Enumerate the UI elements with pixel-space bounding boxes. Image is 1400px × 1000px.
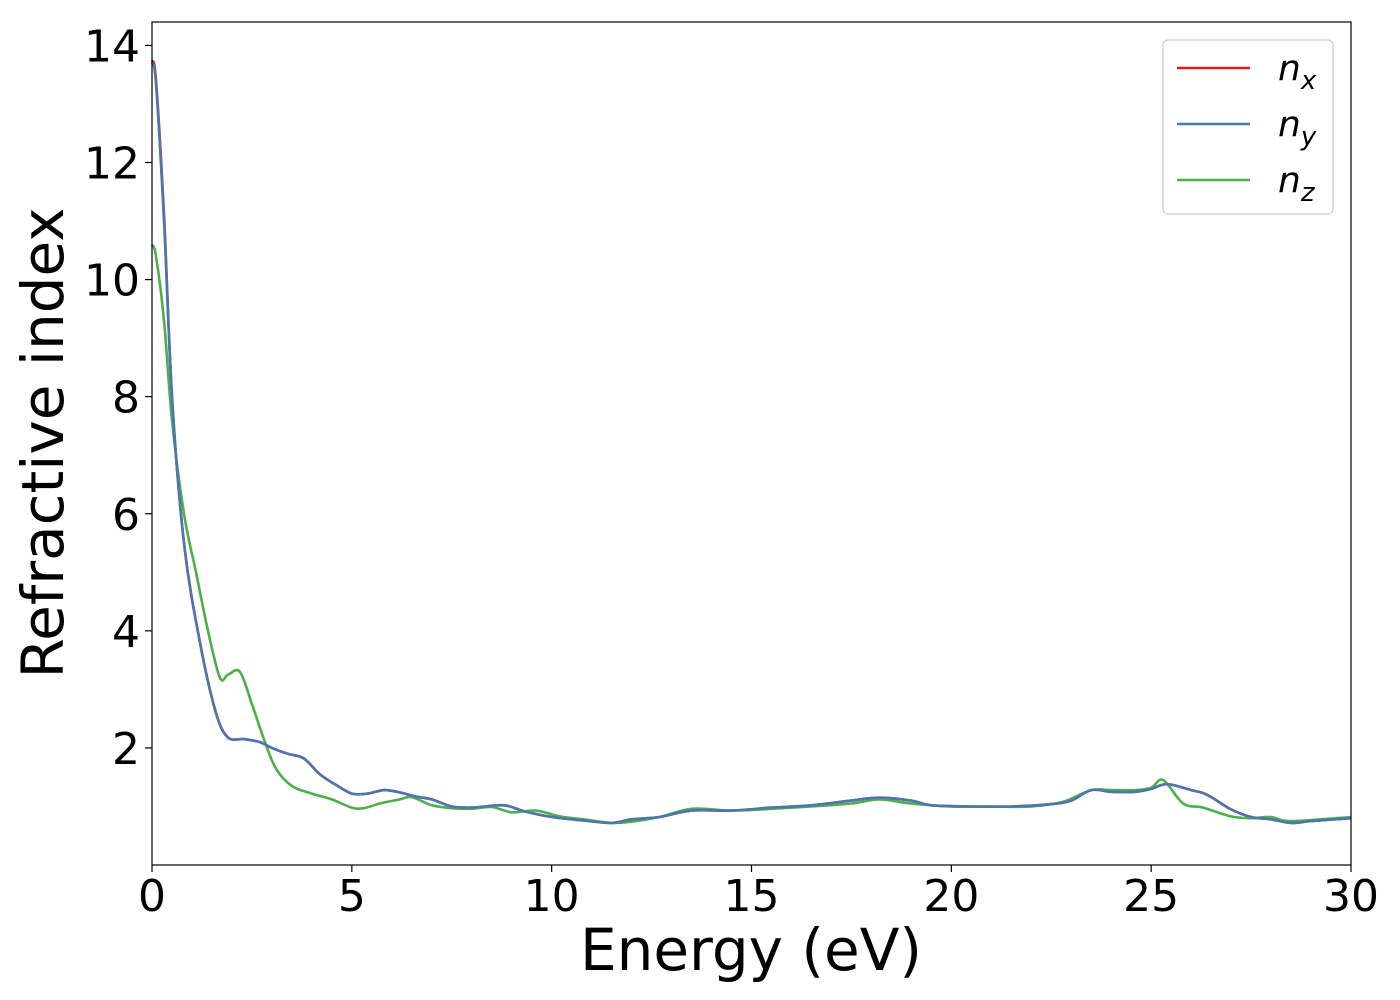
y-tick-label: 14 bbox=[84, 21, 140, 72]
series-layer bbox=[150, 59, 1352, 825]
legend-label-z: nz bbox=[1278, 160, 1316, 208]
x-tick-label: 10 bbox=[524, 871, 580, 922]
y-tick-label: 2 bbox=[112, 724, 140, 775]
x-tick-label: 20 bbox=[923, 871, 979, 922]
x-tick-label: 25 bbox=[1123, 871, 1179, 922]
y-tick-label: 4 bbox=[112, 607, 140, 658]
x-tick-label: 15 bbox=[724, 871, 780, 922]
y-tick-label: 8 bbox=[112, 373, 140, 424]
legend-box bbox=[1162, 39, 1334, 215]
y-tick-label: 10 bbox=[84, 256, 140, 307]
x-tick-label: 0 bbox=[138, 871, 166, 922]
y-tick-label: 12 bbox=[84, 139, 140, 190]
series-line-z bbox=[150, 243, 1352, 825]
x-tick-label: 30 bbox=[1323, 871, 1379, 922]
x-axis-title: Energy (eV) bbox=[580, 916, 922, 984]
series-line-y bbox=[150, 62, 1352, 825]
y-tick-label: 6 bbox=[112, 490, 140, 541]
x-tick-label: 5 bbox=[338, 871, 366, 922]
y-axis-title: Refractive index bbox=[9, 207, 77, 678]
y-axis-ticks: 2 4 6 8 10 12 14 bbox=[84, 21, 152, 775]
x-axis-ticks: 0 5 10 15 20 25 30 bbox=[138, 865, 1379, 922]
